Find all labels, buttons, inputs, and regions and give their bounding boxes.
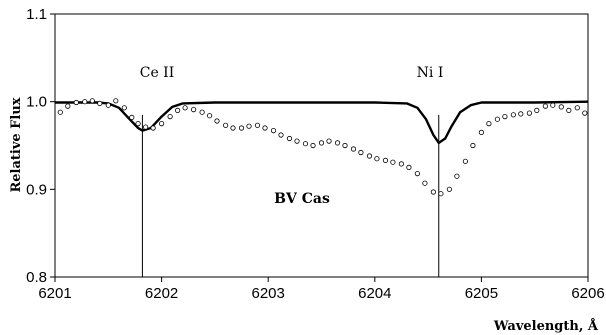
y-axis-title: Relative Flux (9, 97, 24, 192)
observed-point (238, 125, 245, 131)
x-tick-label: 6202 (145, 285, 178, 302)
observed-point (270, 128, 277, 134)
observed-point (438, 191, 444, 197)
observed-point (454, 173, 460, 179)
observed-point (199, 109, 205, 115)
x-axis-ticks: 6201 6202 6203 6204 6205 6206 (38, 277, 605, 302)
observed-point (526, 110, 533, 116)
x-tick-label: 6204 (358, 285, 391, 302)
observed-point (135, 121, 141, 127)
observed-point (175, 107, 181, 114)
observed-point (462, 158, 468, 164)
star-label: BV Cas (274, 191, 330, 207)
observed-point (382, 157, 389, 163)
observed-point (494, 116, 500, 122)
observed-point (582, 110, 588, 116)
plot-area (54, 13, 589, 278)
observed-point (558, 104, 564, 110)
observed-point (550, 102, 556, 108)
y-tick-label: 0.9 (26, 181, 47, 198)
x-tick-label: 6205 (465, 285, 498, 302)
observed-point (366, 153, 373, 159)
x-tick-label: 6201 (38, 285, 71, 302)
observed-point (294, 138, 300, 144)
observed-point (342, 142, 348, 149)
observed-point (534, 107, 540, 114)
observed-point (374, 156, 380, 162)
observed-point (223, 122, 229, 128)
observed-point (182, 105, 188, 111)
observed-point (326, 138, 332, 144)
observed-point (486, 121, 492, 127)
observed-point (129, 114, 135, 121)
observed-point (246, 123, 252, 129)
observed-point (398, 161, 404, 167)
series-layer (55, 98, 589, 197)
observed-point (422, 180, 428, 186)
observed-point (82, 99, 88, 105)
observed-point (167, 114, 173, 120)
observed-point (406, 164, 412, 170)
y-tick-label: 1.1 (26, 6, 47, 23)
observed-point (470, 142, 476, 149)
observed-point (286, 135, 293, 142)
y-tick-label: 0.8 (26, 269, 47, 286)
observed-point (318, 140, 325, 146)
x-axis-title: Wavelength, Å (493, 318, 599, 334)
y-axis-ticks: 0.8 0.9 1.0 1.1 (26, 6, 55, 286)
observed-point (73, 99, 79, 106)
observed-point (121, 105, 127, 111)
observed-point (390, 159, 396, 165)
observed-point (262, 125, 268, 131)
observed-point (510, 112, 517, 118)
observed-point (334, 140, 341, 146)
observed-point (446, 186, 452, 192)
annotation-ni-i: Ni I (417, 65, 444, 81)
observed-point (278, 132, 284, 138)
observed-point (478, 129, 484, 135)
observed-point (207, 113, 213, 119)
observed-point (105, 102, 111, 108)
observed-point (350, 146, 357, 152)
observed-point (191, 107, 197, 113)
observed-point (159, 121, 165, 127)
annotation-ce-ii: Ce II (140, 65, 175, 81)
observed-point (254, 122, 261, 128)
observed-point (302, 141, 309, 147)
y-tick-label: 1.0 (26, 94, 47, 111)
observed-point (97, 100, 103, 107)
x-tick-label: 6203 (252, 285, 285, 302)
observed-point (574, 105, 580, 111)
observed-point (150, 125, 156, 131)
x-tick-label: 6206 (571, 285, 604, 302)
observed-point (57, 109, 63, 115)
observed-point (89, 98, 95, 104)
observed-point (230, 125, 236, 131)
observed-point (113, 98, 119, 104)
observed-point (310, 142, 316, 149)
observed-point (518, 111, 524, 117)
observed-point (65, 103, 71, 109)
observed-point (502, 114, 508, 120)
observed-point (358, 149, 364, 156)
model-spectrum-line (55, 100, 589, 145)
observed-point (430, 189, 436, 195)
observed-point (566, 107, 572, 114)
observed-point (542, 103, 549, 109)
observed-point (414, 171, 420, 177)
observed-point (214, 118, 220, 124)
observed-point (143, 124, 149, 130)
